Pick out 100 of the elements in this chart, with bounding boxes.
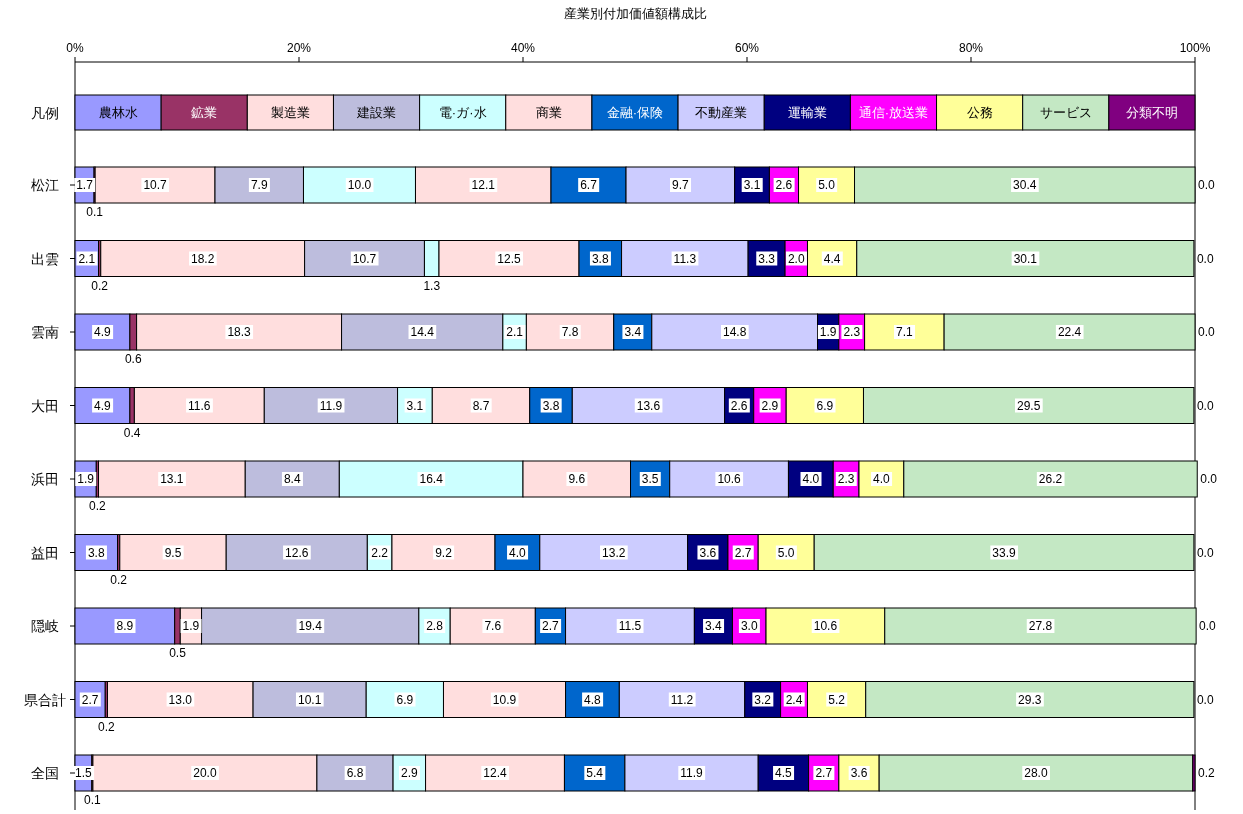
data-label: 22.4 bbox=[1057, 325, 1082, 339]
data-label: 10.7 bbox=[143, 178, 168, 192]
data-label: 0.5 bbox=[169, 646, 187, 660]
text: 鉱業 bbox=[191, 105, 218, 120]
data-label: 3.3 bbox=[758, 251, 776, 266]
data-label: 30.1 bbox=[1013, 251, 1038, 266]
data-label: 4.5 bbox=[775, 766, 793, 780]
data-label: 12.5 bbox=[497, 251, 521, 266]
data-label: 3.6 bbox=[699, 545, 717, 560]
data-label: 11.5 bbox=[618, 619, 642, 633]
data-label: 1.3 bbox=[423, 278, 441, 293]
data-label: 9.7 bbox=[672, 178, 690, 192]
x-tick-label: 60% bbox=[734, 41, 760, 55]
data-label: 11.3 bbox=[673, 251, 697, 266]
data-label: 3.4 bbox=[705, 619, 723, 633]
x-tick-label: 0% bbox=[66, 41, 84, 55]
y-tick-label: 大田 bbox=[31, 397, 59, 414]
data-label: 3.4 bbox=[624, 325, 642, 339]
data-label: 14.8 bbox=[723, 325, 747, 339]
data-label: 2.1 bbox=[78, 251, 96, 266]
y-tick-label: 松江 bbox=[31, 177, 59, 193]
data-label: 2.2 bbox=[371, 545, 389, 560]
data-label: 2.3 bbox=[843, 325, 861, 339]
data-label: 1.9 bbox=[819, 325, 837, 339]
data-label: 2.4 bbox=[785, 692, 803, 707]
data-label: 0.2 bbox=[89, 499, 107, 513]
x-tick-label: 40% bbox=[510, 41, 536, 55]
data-label: 10.7 bbox=[352, 251, 377, 266]
data-label: 10.6 bbox=[813, 619, 838, 633]
text: 金融·保険 bbox=[606, 105, 664, 120]
data-label: 10.1 bbox=[297, 692, 322, 707]
data-label: 7.9 bbox=[250, 178, 268, 192]
data-label: 18.3 bbox=[227, 325, 252, 339]
data-label: 2.8 bbox=[426, 619, 444, 633]
text: 運輸業 bbox=[787, 105, 827, 120]
data-label: 3.1 bbox=[406, 398, 424, 413]
data-label: 18.2 bbox=[191, 251, 215, 266]
text: 公務 bbox=[966, 105, 993, 120]
y-tick-label: 浜田 bbox=[31, 471, 59, 487]
data-label: 2.6 bbox=[775, 178, 793, 192]
data-label: 13.1 bbox=[160, 472, 184, 486]
text: サービス bbox=[1039, 105, 1092, 120]
data-label: 7.1 bbox=[896, 325, 914, 339]
data-label: 8.7 bbox=[472, 398, 490, 413]
data-label: 11.6 bbox=[188, 398, 211, 413]
data-label: 7.6 bbox=[484, 619, 502, 633]
legend-title: 凡例 bbox=[31, 104, 59, 121]
data-label: 4.0 bbox=[509, 545, 527, 560]
data-label: 10.6 bbox=[717, 472, 742, 486]
y-tick-label: 県合計 bbox=[24, 691, 66, 708]
data-label: 5.0 bbox=[818, 178, 836, 192]
x-tick-label: 80% bbox=[958, 41, 984, 55]
text: 製造業 bbox=[270, 105, 310, 120]
data-label: 20.0 bbox=[193, 766, 217, 780]
text: 電·ガ·水 bbox=[438, 105, 487, 120]
data-label: 3.2 bbox=[754, 692, 772, 707]
y-tick-label: 益田 bbox=[31, 544, 59, 561]
data-label: 14.4 bbox=[410, 325, 435, 339]
data-label: 0.1 bbox=[86, 205, 104, 219]
y-tick-label: 全国 bbox=[31, 765, 59, 781]
text: 分類不明 bbox=[1125, 105, 1178, 120]
data-label: 0.0 bbox=[1199, 619, 1217, 633]
data-label: 9.5 bbox=[164, 545, 182, 560]
data-label: 0.0 bbox=[1198, 178, 1216, 192]
data-label: 3.8 bbox=[591, 251, 609, 266]
data-label: 2.6 bbox=[730, 398, 748, 413]
data-label: 3.8 bbox=[87, 545, 105, 560]
data-label: 4.4 bbox=[823, 251, 841, 266]
text: 建設業 bbox=[357, 105, 397, 120]
data-label: 8.9 bbox=[116, 619, 134, 633]
data-label: 30.4 bbox=[1013, 178, 1037, 192]
data-label: 0.0 bbox=[1198, 325, 1216, 339]
data-label: 29.5 bbox=[1017, 398, 1041, 413]
data-label: 28.0 bbox=[1024, 766, 1048, 780]
data-label: 2.7 bbox=[542, 619, 560, 633]
data-label: 4.0 bbox=[873, 472, 891, 486]
data-label: 8.4 bbox=[283, 472, 301, 486]
data-label: 6.8 bbox=[346, 766, 364, 780]
text: 商業 bbox=[535, 105, 562, 120]
data-label: 7.8 bbox=[561, 325, 579, 339]
data-label: 1.7 bbox=[76, 178, 94, 192]
data-label: 2.7 bbox=[81, 692, 99, 707]
data-label: 2.9 bbox=[761, 398, 779, 413]
x-tick-label: 100% bbox=[1179, 41, 1211, 55]
data-label: 4.0 bbox=[802, 472, 820, 486]
y-tick-label: 雲南 bbox=[31, 324, 59, 340]
data-label: 3.8 bbox=[542, 398, 560, 413]
data-label: 9.6 bbox=[568, 472, 586, 486]
data-label: 0.2 bbox=[91, 278, 109, 293]
data-label: 19.4 bbox=[298, 619, 323, 633]
data-label: 12.6 bbox=[285, 545, 309, 560]
data-label: 2.9 bbox=[400, 766, 418, 780]
data-label: 33.9 bbox=[992, 545, 1017, 560]
data-label: 0.0 bbox=[1196, 692, 1214, 707]
data-label: 2.7 bbox=[734, 545, 752, 560]
data-label: 0.2 bbox=[110, 572, 128, 587]
data-label: 16.4 bbox=[419, 472, 444, 486]
data-label: 12.1 bbox=[471, 178, 496, 192]
data-label: 2.1 bbox=[506, 325, 524, 339]
data-label: 13.2 bbox=[602, 545, 626, 560]
